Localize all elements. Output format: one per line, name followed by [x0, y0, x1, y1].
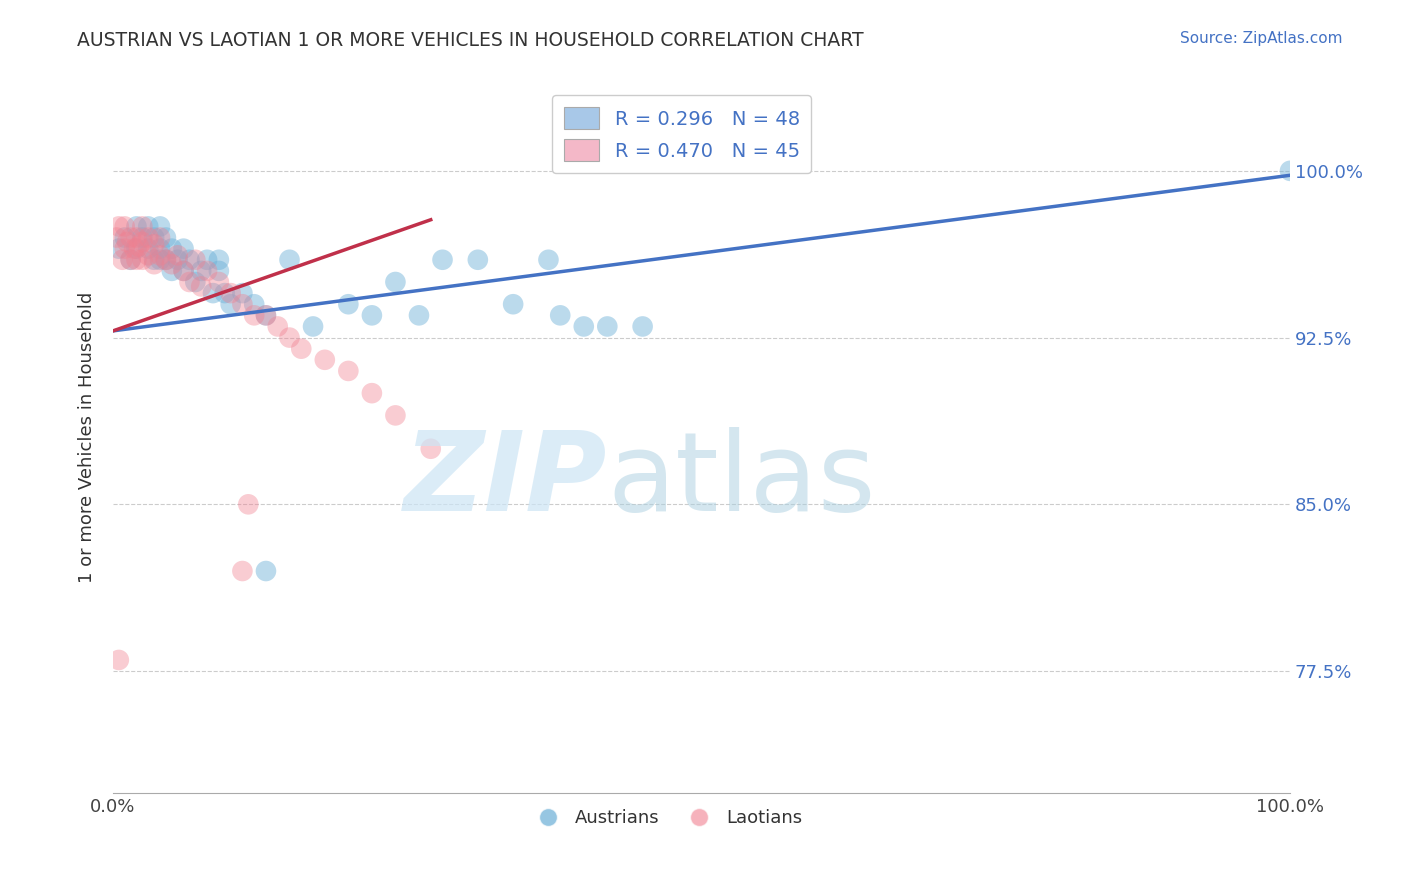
Point: [179, 275, 201, 289]
Point: [314, 352, 336, 367]
Point: [219, 297, 242, 311]
Point: [190, 264, 212, 278]
Point: [572, 319, 595, 334]
Point: [243, 297, 266, 311]
Point: [337, 364, 360, 378]
Point: [149, 252, 172, 267]
Point: [243, 309, 266, 323]
Point: [502, 297, 524, 311]
Point: [278, 252, 301, 267]
Point: [114, 230, 136, 244]
Text: ZIP: ZIP: [404, 426, 607, 533]
Point: [173, 242, 195, 256]
Point: [254, 309, 277, 323]
Point: [125, 219, 148, 234]
Point: [155, 230, 177, 244]
Point: [208, 252, 231, 267]
Point: [1279, 164, 1302, 178]
Point: [231, 564, 253, 578]
Point: [125, 242, 148, 256]
Point: [155, 252, 177, 267]
Point: [179, 252, 201, 267]
Point: [108, 653, 131, 667]
Point: [384, 275, 406, 289]
Point: [149, 248, 172, 262]
Point: [173, 264, 195, 278]
Text: Source: ZipAtlas.com: Source: ZipAtlas.com: [1180, 31, 1343, 46]
Point: [419, 442, 441, 456]
Point: [337, 297, 360, 311]
Point: [108, 219, 131, 234]
Point: [160, 242, 183, 256]
Point: [631, 319, 654, 334]
Point: [408, 309, 430, 323]
Point: [143, 257, 166, 271]
Point: [195, 264, 218, 278]
Point: [108, 242, 131, 256]
Point: [384, 409, 406, 423]
Point: [120, 230, 142, 244]
Point: [128, 239, 150, 253]
Point: [231, 286, 253, 301]
Point: [184, 275, 207, 289]
Point: [111, 252, 134, 267]
Point: [267, 319, 290, 334]
Text: AUSTRIAN VS LAOTIAN 1 OR MORE VEHICLES IN HOUSEHOLD CORRELATION CHART: AUSTRIAN VS LAOTIAN 1 OR MORE VEHICLES I…: [77, 31, 863, 50]
Point: [432, 252, 454, 267]
Point: [120, 252, 142, 267]
Point: [302, 319, 325, 334]
Point: [278, 330, 301, 344]
Point: [238, 497, 260, 511]
Point: [136, 242, 159, 256]
Point: [231, 297, 253, 311]
Point: [131, 230, 153, 244]
Point: [125, 252, 148, 267]
Point: [596, 319, 619, 334]
Point: [120, 252, 142, 267]
Point: [143, 252, 166, 267]
Point: [208, 275, 231, 289]
Point: [254, 309, 277, 323]
Point: [160, 264, 183, 278]
Point: [131, 235, 153, 249]
Point: [131, 219, 153, 234]
Point: [361, 386, 384, 401]
Point: [136, 219, 159, 234]
Point: [105, 230, 128, 244]
Point: [184, 252, 207, 267]
Point: [219, 286, 242, 301]
Point: [149, 242, 172, 256]
Point: [290, 342, 312, 356]
Point: [149, 219, 172, 234]
Point: [190, 279, 212, 293]
Point: [214, 286, 236, 301]
Point: [155, 252, 177, 267]
Point: [149, 230, 172, 244]
Point: [201, 286, 224, 301]
Point: [548, 309, 571, 323]
Point: [131, 252, 153, 267]
Y-axis label: 1 or more Vehicles in Household: 1 or more Vehicles in Household: [79, 292, 96, 583]
Point: [115, 235, 138, 249]
Point: [173, 264, 195, 278]
Point: [136, 230, 159, 244]
Point: [160, 257, 183, 271]
Point: [143, 230, 166, 244]
Point: [114, 219, 136, 234]
Point: [195, 252, 218, 267]
Point: [361, 309, 384, 323]
Point: [537, 252, 560, 267]
Point: [254, 564, 277, 578]
Point: [114, 242, 136, 256]
Legend: Austrians, Laotians: Austrians, Laotians: [523, 802, 810, 834]
Point: [136, 248, 159, 262]
Text: atlas: atlas: [607, 426, 876, 533]
Point: [122, 242, 145, 256]
Point: [166, 252, 188, 267]
Point: [208, 264, 231, 278]
Point: [467, 252, 489, 267]
Point: [166, 248, 188, 262]
Point: [143, 237, 166, 252]
Point: [125, 230, 148, 244]
